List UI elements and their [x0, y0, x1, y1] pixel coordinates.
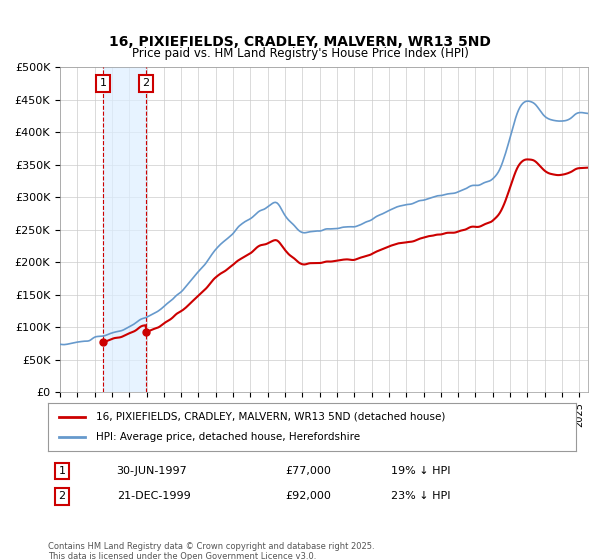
Text: £92,000: £92,000: [286, 492, 331, 501]
Text: £77,000: £77,000: [286, 466, 331, 476]
Text: Price paid vs. HM Land Registry's House Price Index (HPI): Price paid vs. HM Land Registry's House …: [131, 46, 469, 60]
Text: 1: 1: [59, 466, 65, 476]
Text: 1: 1: [100, 78, 107, 88]
Text: 16, PIXIEFIELDS, CRADLEY, MALVERN, WR13 5ND (detached house): 16, PIXIEFIELDS, CRADLEY, MALVERN, WR13 …: [95, 412, 445, 422]
Text: 2: 2: [59, 492, 65, 501]
Text: 30-JUN-1997: 30-JUN-1997: [116, 466, 187, 476]
Text: 16, PIXIEFIELDS, CRADLEY, MALVERN, WR13 5ND: 16, PIXIEFIELDS, CRADLEY, MALVERN, WR13 …: [109, 35, 491, 49]
Text: 23% ↓ HPI: 23% ↓ HPI: [391, 492, 451, 501]
Text: HPI: Average price, detached house, Herefordshire: HPI: Average price, detached house, Here…: [95, 432, 359, 441]
Text: 19% ↓ HPI: 19% ↓ HPI: [391, 466, 451, 476]
Text: 2: 2: [142, 78, 149, 88]
Bar: [103, 67, 146, 392]
Text: 21-DEC-1999: 21-DEC-1999: [116, 492, 190, 501]
Text: Contains HM Land Registry data © Crown copyright and database right 2025.
This d: Contains HM Land Registry data © Crown c…: [48, 542, 374, 560]
